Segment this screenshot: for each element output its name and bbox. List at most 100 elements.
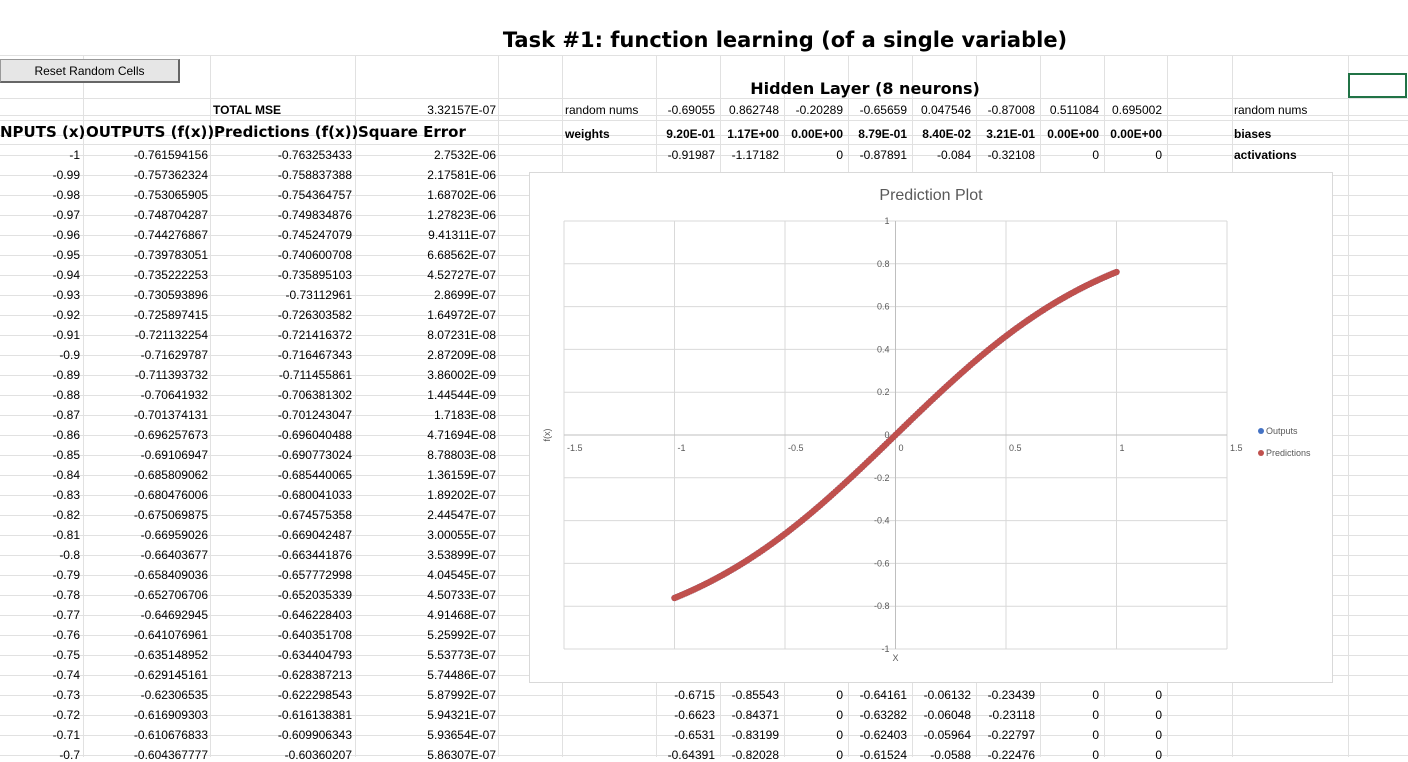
output-cell[interactable]: -0.739783051 [78, 248, 208, 262]
square-error-cell[interactable]: 4.50733E-07 [366, 588, 496, 602]
square-error-cell[interactable]: 3.86002E-09 [366, 368, 496, 382]
hidden-activation-cell[interactable]: -0.6531 [653, 728, 715, 742]
hidden-activation-cell[interactable]: 0 [781, 708, 843, 722]
prediction-cell[interactable]: -0.674575358 [222, 508, 352, 522]
input-cell[interactable]: -1 [0, 148, 80, 162]
total-mse-value[interactable]: 3.32157E-07 [356, 103, 496, 117]
square-error-cell[interactable]: 3.00055E-07 [366, 528, 496, 542]
square-error-cell[interactable]: 1.7183E-08 [366, 408, 496, 422]
weight-cell[interactable]: 0.00E+00 [1037, 127, 1099, 141]
prediction-cell[interactable]: -0.73112961 [222, 288, 352, 302]
square-error-cell[interactable]: 1.68702E-06 [366, 188, 496, 202]
selected-cell[interactable] [1348, 73, 1407, 98]
hidden-activation-cell[interactable]: 0 [1100, 708, 1162, 722]
square-error-cell[interactable]: 6.68562E-07 [366, 248, 496, 262]
reset-random-cells-button[interactable]: Reset Random Cells [0, 59, 180, 83]
square-error-cell[interactable]: 1.36159E-07 [366, 468, 496, 482]
prediction-cell[interactable]: -0.745247079 [222, 228, 352, 242]
hidden-activation-cell[interactable]: -0.0588 [909, 748, 971, 762]
input-cell[interactable]: -0.87 [0, 408, 80, 422]
output-cell[interactable]: -0.757362324 [78, 168, 208, 182]
hidden-activation-cell[interactable]: -0.22476 [973, 748, 1035, 762]
output-cell[interactable]: -0.658409036 [78, 568, 208, 582]
output-cell[interactable]: -0.69106947 [78, 448, 208, 462]
hidden-activation-cell[interactable]: -0.64161 [845, 688, 907, 702]
output-cell[interactable]: -0.735222253 [78, 268, 208, 282]
weight-cell[interactable]: 1.17E+00 [717, 127, 779, 141]
hidden-activation-cell[interactable]: 0 [1037, 748, 1099, 762]
weight-cell[interactable]: 3.21E-01 [973, 127, 1035, 141]
hidden-activation-cell[interactable]: -0.64391 [653, 748, 715, 762]
random-num-cell[interactable]: -0.65659 [845, 103, 907, 117]
prediction-cell[interactable]: -0.680041033 [222, 488, 352, 502]
prediction-cell[interactable]: -0.652035339 [222, 588, 352, 602]
input-cell[interactable]: -0.8 [0, 548, 80, 562]
square-error-cell[interactable]: 1.89202E-07 [366, 488, 496, 502]
square-error-cell[interactable]: 5.53773E-07 [366, 648, 496, 662]
hidden-activation-cell[interactable]: -0.06132 [909, 688, 971, 702]
input-cell[interactable]: -0.71 [0, 728, 80, 742]
prediction-plot-chart[interactable]: Prediction Plot -1.5 -1 -0.5 0 0.5 1 1.5 -1 -0.8 -… [529, 172, 1333, 683]
output-cell[interactable]: -0.64692945 [78, 608, 208, 622]
hidden-activation-cell[interactable]: -0.23118 [973, 708, 1035, 722]
hidden-activation-cell[interactable]: -0.06048 [909, 708, 971, 722]
random-num-cell[interactable]: 0.511084 [1037, 103, 1099, 117]
input-cell[interactable]: -0.96 [0, 228, 80, 242]
hidden-activation-cell[interactable]: -0.63282 [845, 708, 907, 722]
hidden-activation-cell[interactable]: 0 [781, 148, 843, 162]
input-cell[interactable]: -0.72 [0, 708, 80, 722]
hidden-activation-cell[interactable]: 0 [1037, 708, 1099, 722]
prediction-cell[interactable]: -0.763253433 [222, 148, 352, 162]
hidden-activation-cell[interactable]: 0 [1037, 688, 1099, 702]
hidden-activation-cell[interactable]: -0.91987 [653, 148, 715, 162]
input-cell[interactable]: -0.9 [0, 348, 80, 362]
random-num-cell[interactable]: -0.20289 [781, 103, 843, 117]
square-error-cell[interactable]: 2.8699E-07 [366, 288, 496, 302]
hidden-activation-cell[interactable]: 0 [1037, 728, 1099, 742]
input-cell[interactable]: -0.79 [0, 568, 80, 582]
prediction-cell[interactable]: -0.711455861 [222, 368, 352, 382]
hidden-activation-cell[interactable]: -0.62403 [845, 728, 907, 742]
input-cell[interactable]: -0.74 [0, 668, 80, 682]
square-error-cell[interactable]: 2.44547E-07 [366, 508, 496, 522]
output-cell[interactable]: -0.66403677 [78, 548, 208, 562]
hidden-activation-cell[interactable]: 0 [1100, 728, 1162, 742]
output-cell[interactable]: -0.616909303 [78, 708, 208, 722]
hidden-activation-cell[interactable]: -0.6715 [653, 688, 715, 702]
square-error-cell[interactable]: 5.25992E-07 [366, 628, 496, 642]
input-cell[interactable]: -0.82 [0, 508, 80, 522]
prediction-cell[interactable]: -0.685440065 [222, 468, 352, 482]
input-cell[interactable]: -0.84 [0, 468, 80, 482]
square-error-cell[interactable]: 4.71694E-08 [366, 428, 496, 442]
prediction-cell[interactable]: -0.669042487 [222, 528, 352, 542]
square-error-cell[interactable]: 1.27823E-06 [366, 208, 496, 222]
prediction-cell[interactable]: -0.740600708 [222, 248, 352, 262]
square-error-cell[interactable]: 8.07231E-08 [366, 328, 496, 342]
hidden-activation-cell[interactable]: -0.84371 [717, 708, 779, 722]
square-error-cell[interactable]: 5.94321E-07 [366, 708, 496, 722]
output-cell[interactable]: -0.711393732 [78, 368, 208, 382]
input-cell[interactable]: -0.76 [0, 628, 80, 642]
prediction-cell[interactable]: -0.706381302 [222, 388, 352, 402]
output-cell[interactable]: -0.721132254 [78, 328, 208, 342]
weight-cell[interactable]: 9.20E-01 [653, 127, 715, 141]
prediction-cell[interactable]: -0.646228403 [222, 608, 352, 622]
square-error-cell[interactable]: 5.86307E-07 [366, 748, 496, 762]
random-num-cell[interactable]: 0.862748 [717, 103, 779, 117]
square-error-cell[interactable]: 9.41311E-07 [366, 228, 496, 242]
input-cell[interactable]: -0.99 [0, 168, 80, 182]
prediction-cell[interactable]: -0.735895103 [222, 268, 352, 282]
output-cell[interactable]: -0.761594156 [78, 148, 208, 162]
prediction-cell[interactable]: -0.640351708 [222, 628, 352, 642]
hidden-activation-cell[interactable]: -0.61524 [845, 748, 907, 762]
output-cell[interactable]: -0.604367777 [78, 748, 208, 762]
weight-cell[interactable]: 8.40E-02 [909, 127, 971, 141]
output-cell[interactable]: -0.675069875 [78, 508, 208, 522]
weight-cell[interactable]: 0.00E+00 [1100, 127, 1162, 141]
random-num-cell[interactable]: -0.87008 [973, 103, 1035, 117]
hidden-activation-cell[interactable]: -1.17182 [717, 148, 779, 162]
output-cell[interactable]: -0.696257673 [78, 428, 208, 442]
input-cell[interactable]: -0.94 [0, 268, 80, 282]
input-cell[interactable]: -0.83 [0, 488, 80, 502]
prediction-cell[interactable]: -0.726303582 [222, 308, 352, 322]
